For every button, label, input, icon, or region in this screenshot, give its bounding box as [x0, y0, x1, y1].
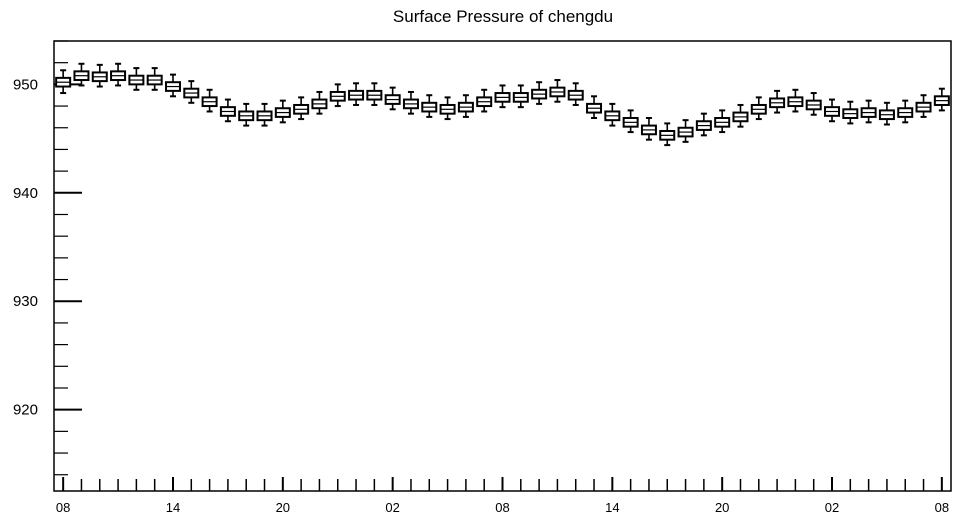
box-mark: [915, 94, 932, 118]
box-mark: [256, 102, 273, 127]
box-mark: [622, 109, 639, 134]
box-mark: [293, 96, 310, 121]
box-mark: [476, 88, 493, 113]
box-mark: [421, 94, 438, 118]
box-series: [55, 62, 950, 147]
y-axis: 920 930 940 950: [13, 40, 82, 476]
box-mark: [933, 87, 950, 112]
chart-title: Surface Pressure of chengdu: [393, 7, 613, 26]
box-mark: [219, 98, 236, 123]
box-mark: [640, 116, 657, 141]
x-tick-label: 02: [825, 500, 839, 515]
x-tick-label: 20: [715, 500, 729, 515]
box-mark: [439, 96, 456, 121]
box-mark: [512, 84, 529, 109]
box-mark: [402, 90, 419, 115]
y-tick-label: 930: [13, 293, 38, 310]
y-tick-label: 920: [13, 402, 38, 419]
box-mark: [457, 94, 474, 118]
box-mark: [164, 73, 181, 98]
box-mark: [732, 103, 749, 128]
box-mark: [714, 109, 731, 134]
box-mark: [110, 62, 127, 87]
x-tick-label: 20: [276, 500, 290, 515]
box-mark: [366, 82, 383, 106]
box-mark: [750, 96, 767, 121]
box-mark: [824, 98, 841, 123]
box-mark: [659, 122, 676, 147]
box-mark: [787, 88, 804, 113]
box-mark: [384, 86, 401, 111]
box-mark: [274, 99, 291, 124]
box-mark: [128, 67, 145, 91]
box-mark: [348, 82, 365, 106]
box-mark: [238, 102, 255, 127]
box-mark: [73, 62, 90, 87]
box-mark: [55, 69, 72, 95]
y-tick-label: 940: [13, 185, 38, 202]
box-mark: [860, 99, 877, 124]
box-mark: [897, 99, 914, 124]
box-mark: [677, 119, 694, 143]
box-mark: [842, 100, 859, 125]
box-mark: [146, 67, 163, 91]
box-mark: [604, 102, 621, 127]
x-tick-label: 14: [166, 500, 180, 515]
box-mark: [183, 80, 200, 104]
x-tick-label: 08: [56, 500, 70, 515]
x-tick-label: 08: [495, 500, 509, 515]
box-mark: [586, 95, 603, 119]
x-tick-label: 14: [605, 500, 619, 515]
y-tick-label: 950: [13, 76, 38, 93]
x-tick-label: 08: [935, 500, 949, 515]
box-mark: [494, 84, 511, 109]
box-mark: [805, 92, 822, 116]
box-mark: [201, 88, 218, 113]
box-mark: [531, 81, 548, 105]
box-mark: [329, 83, 346, 108]
box-mark: [695, 112, 712, 137]
box-mark: [549, 79, 566, 103]
x-tick-label: 02: [385, 500, 399, 515]
plot-frame: [53, 40, 952, 492]
box-mark: [311, 90, 328, 115]
box-mark: [91, 63, 108, 88]
box-mark: [878, 101, 895, 126]
x-axis: 08 14 20 02 08 14 20 02 08: [56, 477, 949, 515]
box-mark: [769, 89, 786, 114]
box-mark: [567, 82, 584, 106]
